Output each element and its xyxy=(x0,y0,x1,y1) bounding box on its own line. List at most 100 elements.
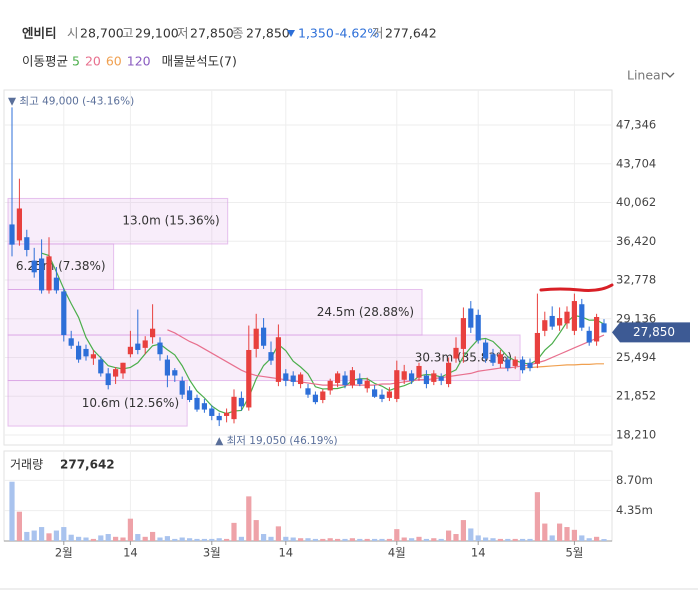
x-tick-label: 4월 xyxy=(388,546,406,560)
volume-bar xyxy=(113,536,119,541)
volume-profile-bin xyxy=(7,380,188,427)
candle-body xyxy=(379,394,385,399)
candle-body xyxy=(24,237,30,250)
candle-body xyxy=(253,328,259,349)
volume-label: 거 xyxy=(372,26,384,41)
volume-tick-label: 4.35m xyxy=(616,503,653,517)
candle-body xyxy=(216,415,222,421)
volume-bar xyxy=(312,538,318,541)
candle-body xyxy=(579,304,585,328)
volume-bar xyxy=(98,535,104,541)
candle-body xyxy=(53,277,59,291)
volume-bar xyxy=(216,538,222,541)
ma-legend-item[interactable]: 120 xyxy=(127,54,151,69)
candle-body xyxy=(194,397,200,410)
ma-legend-item[interactable]: 60 xyxy=(106,54,122,69)
volume-bar xyxy=(372,538,378,541)
candle-body xyxy=(542,320,548,331)
candle-body xyxy=(164,359,170,376)
candle-body xyxy=(275,337,281,382)
volume-bar xyxy=(423,538,429,541)
volume-bar xyxy=(549,535,555,541)
volume-bar xyxy=(209,538,215,541)
volume-bar xyxy=(127,518,133,541)
candle-body xyxy=(586,330,592,343)
volume-bar xyxy=(520,538,526,541)
volume-bar xyxy=(238,536,244,541)
volume-profile-label: 10.6m (12.56%) xyxy=(82,396,179,410)
candle-body xyxy=(372,389,378,397)
volume-bar xyxy=(586,538,592,541)
candle-body xyxy=(386,391,392,398)
volume-profile-layer: 10.6m (12.56%)30.3m (35.83%)24.5m (28.88… xyxy=(7,197,521,427)
x-tick-label: 5월 xyxy=(565,546,583,560)
volume-bar xyxy=(579,535,585,541)
last-price-label: 27,850 xyxy=(633,325,675,339)
y-tick-label: 21,852 xyxy=(616,389,656,403)
volume-bar xyxy=(475,535,481,541)
x-tick-label: 14 xyxy=(123,546,138,560)
y-tick-label: 36,420 xyxy=(616,234,656,248)
volume-bar xyxy=(335,538,341,541)
volume-bar xyxy=(179,537,185,541)
volume-bar xyxy=(253,520,259,541)
volume-bar xyxy=(453,534,459,541)
candle-body xyxy=(305,388,311,395)
volume-bar xyxy=(120,537,126,541)
candle-body xyxy=(268,352,274,361)
volume-profile-label: 24.5m (28.88%) xyxy=(317,305,414,319)
profile-title[interactable]: 매물분석도(7) xyxy=(162,54,237,69)
high-value: 29,100 xyxy=(135,26,179,41)
y-tick-label: 32,778 xyxy=(616,273,656,287)
candle-body xyxy=(557,318,563,326)
volume-bar xyxy=(142,536,148,541)
volume-bar xyxy=(497,538,503,541)
volume-bar xyxy=(534,492,540,541)
candle-body xyxy=(76,345,82,360)
drawn-trend-line xyxy=(539,283,614,292)
candle-body xyxy=(475,314,481,341)
candle-body xyxy=(39,258,45,291)
volume-bar xyxy=(342,538,348,541)
candle-body xyxy=(231,396,237,420)
volume-bar xyxy=(349,538,355,541)
volume-bar xyxy=(9,481,15,541)
volume-bar xyxy=(39,527,45,541)
candle-body xyxy=(394,370,400,399)
candle-body xyxy=(68,338,74,346)
candle-body xyxy=(349,370,355,386)
y-tick-label: 29,136 xyxy=(616,311,656,325)
price-panel xyxy=(3,89,613,446)
volume-bar xyxy=(446,530,452,541)
high-label: 고 xyxy=(122,26,134,41)
last-price-tag xyxy=(612,322,690,343)
candle-body xyxy=(468,308,474,328)
volume-bar xyxy=(46,533,52,541)
candle-body xyxy=(283,373,289,381)
ma-legend-item[interactable]: 20 xyxy=(85,54,101,69)
candle-body xyxy=(172,370,178,376)
volume-bar xyxy=(386,538,392,541)
scale-mode-dropdown[interactable]: Linear xyxy=(627,68,667,83)
volume-bar xyxy=(320,538,326,541)
candle-body xyxy=(157,342,163,355)
candle-body xyxy=(246,349,252,408)
candle-body xyxy=(409,373,415,381)
candle-body xyxy=(16,208,22,241)
candle-body xyxy=(423,375,429,385)
candle-body xyxy=(520,359,526,371)
volume-profile-bin xyxy=(7,288,423,336)
candle-body xyxy=(120,362,126,374)
ma-title[interactable]: 이동평균 xyxy=(22,54,68,69)
ma-legend-item[interactable]: 5 xyxy=(72,54,80,69)
candle-body xyxy=(224,412,230,416)
y-tick-label: 18,210 xyxy=(616,427,656,441)
volume-bar xyxy=(31,530,37,541)
volume-layer xyxy=(9,481,607,541)
max-price-label: ▼ 최고 49,000 (-43.16%) xyxy=(8,95,134,107)
volume-last-value: 277,642 xyxy=(60,458,115,472)
volume-bar xyxy=(68,534,74,541)
candle-body xyxy=(127,346,133,355)
volume-bar xyxy=(61,527,67,541)
